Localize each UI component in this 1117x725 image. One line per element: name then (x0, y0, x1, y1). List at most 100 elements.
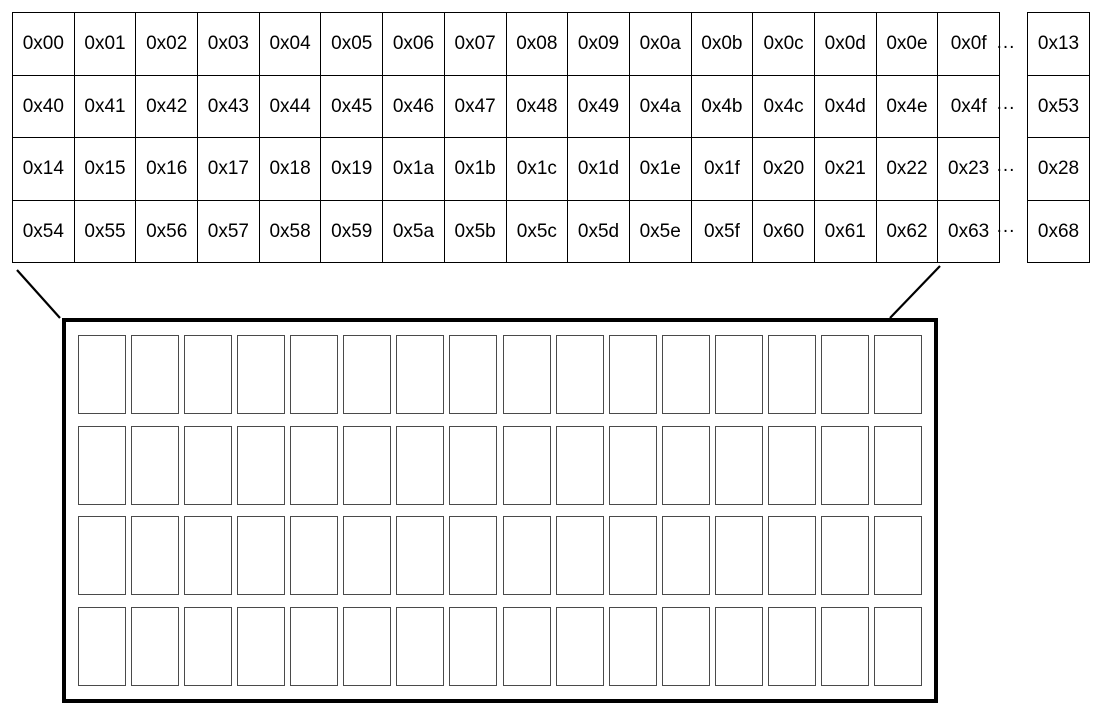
memory-slot[interactable] (290, 425, 339, 505)
memory-slot[interactable] (343, 516, 392, 596)
hex-cell: 0x5b (443, 199, 507, 263)
memory-slot[interactable] (343, 606, 392, 686)
ellipsis-label: ... (996, 216, 1016, 238)
hex-cell: 0x58 (258, 199, 322, 263)
right-connector-line (889, 265, 941, 319)
memory-slot[interactable] (131, 425, 180, 505)
memory-slot[interactable] (608, 516, 657, 596)
table-row: 0x54 0x55 0x56 0x57 0x58 0x59 0x5a 0x5b … (12, 199, 1000, 263)
hex-cell: 0x4c (752, 74, 815, 138)
ellipsis-label: ... (996, 154, 1016, 176)
hex-cell: 0x08 (505, 12, 569, 76)
memory-slot[interactable] (555, 606, 604, 686)
memory-slot[interactable] (767, 606, 816, 686)
memory-slot[interactable] (78, 335, 126, 414)
memory-slot[interactable] (237, 335, 286, 414)
tail-address-column: 0x13 0x53 0x28 0x68 (1027, 12, 1090, 263)
memory-slot[interactable] (820, 516, 869, 596)
memory-slot[interactable] (396, 606, 445, 686)
memory-slot[interactable] (290, 516, 339, 596)
hex-cell: 0x22 (875, 137, 939, 201)
memory-slot[interactable] (820, 335, 869, 414)
memory-slot[interactable] (131, 335, 180, 414)
memory-slot[interactable] (714, 516, 763, 596)
hex-cell: 0x46 (382, 74, 445, 138)
memory-slot[interactable] (555, 425, 604, 505)
memory-slot[interactable] (767, 425, 816, 505)
memory-slot[interactable] (396, 516, 445, 596)
memory-slot[interactable] (608, 425, 657, 505)
hex-cell: 0x5f (690, 199, 754, 263)
memory-slot[interactable] (502, 425, 551, 505)
memory-slot[interactable] (396, 425, 445, 505)
memory-slot[interactable] (184, 425, 233, 505)
memory-slot[interactable] (555, 516, 604, 596)
memory-slot[interactable] (767, 516, 816, 596)
memory-slot[interactable] (184, 606, 233, 686)
memory-slot[interactable] (78, 516, 126, 596)
hex-cell: 0x5e (628, 199, 692, 263)
hex-cell: 0x28 (1027, 137, 1090, 201)
memory-slot[interactable] (449, 516, 498, 596)
memory-slot[interactable] (661, 606, 710, 686)
block-row (78, 335, 922, 414)
hex-cell: 0x15 (73, 137, 137, 201)
memory-slot[interactable] (502, 606, 551, 686)
memory-slot[interactable] (502, 516, 551, 596)
memory-slot[interactable] (237, 516, 286, 596)
memory-slot[interactable] (714, 606, 763, 686)
expanded-memory-block (62, 318, 938, 703)
hex-cell: 0x5c (505, 199, 569, 263)
hex-cell: 0x21 (813, 137, 877, 201)
memory-slot[interactable] (290, 335, 339, 414)
hex-cell: 0x0b (690, 12, 754, 76)
memory-slot[interactable] (714, 335, 763, 414)
memory-slot[interactable] (873, 425, 922, 505)
hex-cell: 0x09 (567, 12, 630, 76)
expanded-block-grid (66, 322, 934, 699)
memory-slot[interactable] (131, 516, 180, 596)
hex-cell: 0x0e (875, 12, 939, 76)
memory-slot[interactable] (343, 425, 392, 505)
memory-slot[interactable] (820, 425, 869, 505)
memory-slot[interactable] (78, 606, 126, 686)
hex-cell: 0x03 (197, 12, 260, 76)
left-connector-line (16, 269, 61, 319)
memory-slot[interactable] (131, 606, 180, 686)
memory-slot[interactable] (184, 335, 233, 414)
memory-slot[interactable] (767, 335, 816, 414)
memory-slot[interactable] (237, 425, 286, 505)
memory-slot[interactable] (343, 335, 392, 414)
memory-slot[interactable] (449, 425, 498, 505)
memory-slot[interactable] (502, 335, 551, 414)
memory-slot[interactable] (290, 606, 339, 686)
table-row: 0x14 0x15 0x16 0x17 0x18 0x19 0x1a 0x1b … (12, 137, 1000, 201)
memory-slot[interactable] (661, 335, 710, 414)
memory-slot[interactable] (873, 606, 922, 686)
memory-slot[interactable] (449, 335, 498, 414)
memory-slot[interactable] (184, 516, 233, 596)
hex-cell: 0x4d (813, 74, 877, 138)
memory-slot[interactable] (820, 606, 869, 686)
memory-slot[interactable] (608, 606, 657, 686)
memory-slot[interactable] (449, 606, 498, 686)
hex-cell: 0x1d (567, 137, 630, 201)
memory-slot[interactable] (873, 516, 922, 596)
memory-slot[interactable] (661, 425, 710, 505)
hex-cell: 0x1b (443, 137, 507, 201)
memory-slot[interactable] (714, 425, 763, 505)
memory-slot[interactable] (396, 335, 445, 414)
table-row: 0x00 0x01 0x02 0x03 0x04 0x05 0x06 0x07 … (12, 12, 1000, 76)
connector-lines (16, 265, 941, 319)
memory-slot[interactable] (237, 606, 286, 686)
memory-slot[interactable] (555, 335, 604, 414)
ellipsis-column: ... ... ... ... (985, 12, 1027, 258)
memory-slot[interactable] (873, 335, 922, 414)
memory-slot[interactable] (661, 516, 710, 596)
memory-slot[interactable] (608, 335, 657, 414)
hex-cell: 0x04 (258, 12, 322, 76)
hex-address-table: 0x00 0x01 0x02 0x03 0x04 0x05 0x06 0x07 … (12, 12, 1000, 263)
block-row (78, 606, 922, 686)
memory-slot[interactable] (78, 425, 126, 505)
